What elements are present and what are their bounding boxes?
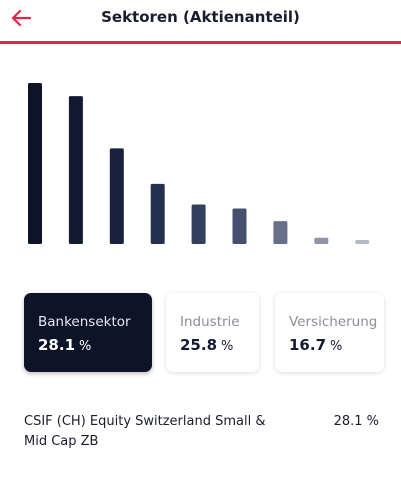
app-header: Sektoren (Aktienanteil) xyxy=(0,0,401,44)
chart-bar[interactable] xyxy=(191,204,206,244)
sector-card-label: Bankensektor xyxy=(38,314,131,330)
sector-card-label: Industrie xyxy=(180,314,240,330)
sector-card-unit: % xyxy=(221,339,234,354)
sector-cards: Bankensektor 28.1% Industrie 25.8% Versi… xyxy=(24,293,384,373)
chart-bar[interactable] xyxy=(355,239,370,244)
chart-bar[interactable] xyxy=(109,148,124,244)
back-button[interactable] xyxy=(10,7,32,29)
sector-card-number: 25.8 xyxy=(180,336,218,354)
sector-card-number: 16.7 xyxy=(289,336,327,354)
sector-card-unit: % xyxy=(79,339,92,354)
page-title: Sektoren (Aktienanteil) xyxy=(101,8,300,26)
chart-bar[interactable] xyxy=(273,221,288,244)
sector-card-value: 16.7% xyxy=(289,336,342,354)
sector-card-bankensektor[interactable]: Bankensektor 28.1% xyxy=(24,293,152,372)
chart-bar[interactable] xyxy=(150,183,165,244)
sector-card-unit: % xyxy=(330,339,343,354)
chart-bar[interactable] xyxy=(68,96,83,244)
holding-name: CSIF (CH) Equity Switzerland Small & Mid… xyxy=(24,414,266,449)
holding-value: 28.1 % xyxy=(333,414,379,429)
arrow-left-icon xyxy=(11,9,32,27)
sector-card-industrie[interactable]: Industrie 25.8% xyxy=(166,293,259,372)
sector-card-versicherung[interactable]: Versicherung 16.7% xyxy=(275,293,384,372)
sector-card-value: 25.8% xyxy=(180,336,233,354)
chart-bar[interactable] xyxy=(28,83,42,244)
sector-card-number: 28.1 xyxy=(38,336,76,354)
sector-card-value: 28.1% xyxy=(38,336,91,354)
sector-bar-chart xyxy=(28,83,370,244)
chart-bar[interactable] xyxy=(314,237,329,244)
chart-bar[interactable] xyxy=(232,208,247,244)
sector-card-label: Versicherung xyxy=(289,314,378,330)
